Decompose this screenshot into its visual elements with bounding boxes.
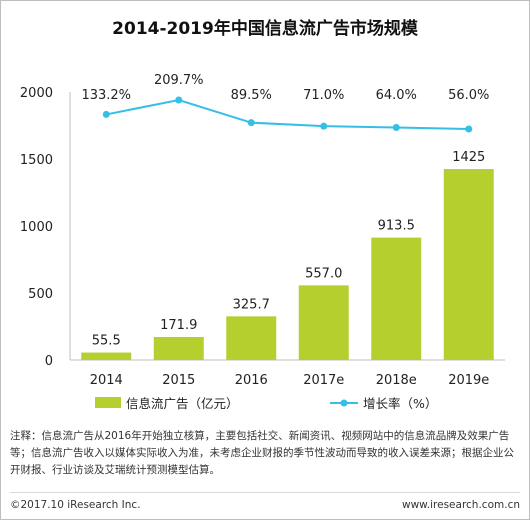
bar: [153, 336, 204, 360]
bar: [371, 237, 422, 360]
growth-rate-label: 209.7%: [154, 73, 204, 88]
y-tick-label: 1000: [20, 220, 53, 235]
x-tick-label: 2019e: [448, 373, 489, 388]
growth-rate-label: 133.2%: [81, 88, 131, 103]
growth-rate-label: 71.0%: [303, 88, 344, 103]
bar-data-label: 557.0: [305, 266, 342, 281]
y-tick-label: 2000: [20, 86, 53, 101]
growth-rate-point: [320, 122, 328, 130]
chart-note: 注释：信息流广告从2016年开始独立核算，主要包括社交、新闻资讯、视频网站中的信…: [10, 430, 514, 476]
x-tick-label: 2015: [162, 373, 195, 388]
growth-rate-label: 56.0%: [448, 88, 489, 103]
bar: [443, 169, 494, 360]
legend-line-marker: [340, 399, 348, 407]
bar: [226, 316, 277, 360]
legend-bar-label: 信息流广告（亿元）: [126, 396, 239, 411]
legend-line-label: 增长率（%）: [363, 396, 437, 411]
bar: [81, 352, 132, 360]
growth-rate-line: [106, 98, 469, 130]
bar-data-label: 913.5: [378, 219, 415, 234]
bar-data-label: 325.7: [233, 297, 270, 312]
growth-rate-point: [247, 119, 255, 127]
growth-rate-label: 89.5%: [231, 88, 272, 103]
x-tick-label: 2014: [90, 373, 123, 388]
x-tick-label: 2016: [235, 373, 268, 388]
growth-rate-label: 64.0%: [376, 88, 417, 103]
bar-data-label: 171.9: [160, 318, 197, 333]
y-tick-label: 0: [45, 354, 53, 369]
copyright-text: ©2017.10 iResearch Inc.: [10, 499, 141, 511]
growth-rate-point: [465, 125, 473, 133]
y-tick-label: 500: [28, 287, 53, 302]
growth-rate-point: [102, 110, 110, 118]
growth-rate-point: [392, 123, 400, 131]
growth-rate-point: [175, 96, 183, 104]
chart-canvas: 0 500 1000 1500 2000 55.5 171.9 325.7 557.0 913.5…: [20, 73, 505, 411]
bar-data-label: 55.5: [92, 334, 121, 349]
y-tick-label: 1500: [20, 153, 53, 168]
bar: [298, 285, 349, 360]
x-tick-label: 2018e: [376, 373, 417, 388]
chart-title: 2014-2019年中国信息流广告市场规模: [112, 19, 418, 39]
footer: ©2017.10 iResearch Inc. www.iresearch.co…: [10, 492, 520, 511]
legend-bar-swatch: [95, 397, 121, 408]
x-tick-label: 2017e: [303, 373, 344, 388]
bar-data-label: 1425: [452, 150, 485, 165]
website-text: www.iresearch.com.cn: [401, 499, 520, 511]
